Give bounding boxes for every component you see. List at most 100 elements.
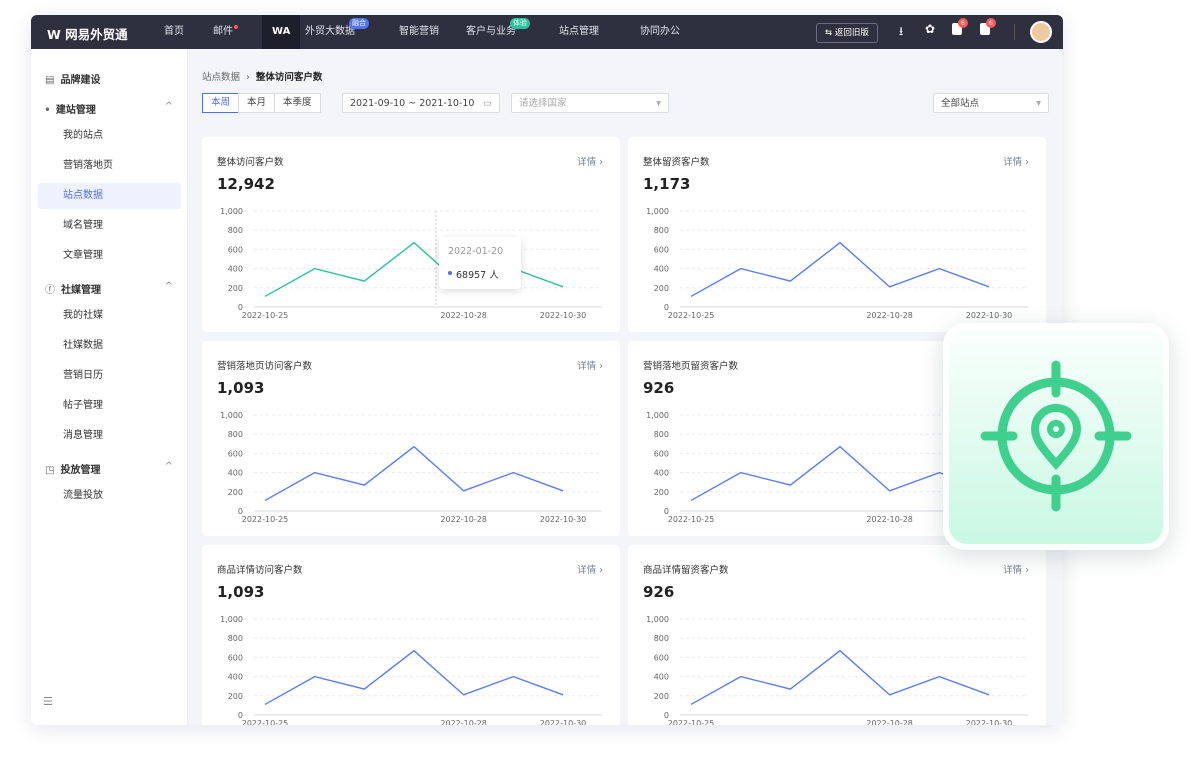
placeholder: 请选择国家: [519, 98, 567, 109]
group-icon: ◳: [45, 465, 55, 476]
y-tick-label: 800: [228, 226, 243, 235]
notice-icon[interactable]: 6: [952, 18, 968, 35]
tooltip-value: 68957 人: [456, 270, 499, 281]
y-tick-label: 0: [664, 711, 669, 720]
x-tick-label: 2022-10-30: [540, 719, 587, 725]
y-tick-label: 0: [238, 711, 243, 720]
card-value: 1,173: [643, 175, 691, 193]
metric-card: 商品详情访问客户数 1,093 详情 › 0 200 400 600 800 1,000 2022…: [202, 545, 620, 725]
notice-count: 6: [986, 18, 996, 28]
period-tabs: 本周 本月 本季度: [202, 93, 321, 113]
y-tick-label: 600: [654, 653, 669, 662]
group-label: 社媒管理: [61, 285, 101, 296]
country-select[interactable]: 请选择国家 ▾: [511, 93, 669, 113]
site-text: 全部站点: [941, 98, 980, 109]
group-label: 投放管理: [60, 465, 101, 476]
nav-label: 智能营销: [399, 26, 439, 37]
nav-label: 邮件: [213, 26, 233, 37]
back-label: 返回旧版: [834, 28, 869, 38]
y-tick-label: 200: [654, 692, 669, 701]
card-value: 1,093: [217, 583, 265, 601]
series-line: [690, 241, 990, 298]
crumb-current: 整体访问客户数: [255, 72, 323, 83]
nav-item[interactable]: 智能营销: [399, 15, 439, 49]
sidebar-item[interactable]: 社媒数据: [63, 340, 103, 351]
metric-card: 整体访问客户数 12,942 详情 › 0 200 400 600 800 1,000 2022-…: [202, 137, 620, 332]
group-icon: ▤: [45, 75, 55, 86]
avatar[interactable]: [1030, 21, 1052, 43]
site-select[interactable]: 全部站点 ▾: [933, 93, 1049, 113]
sidebar-group[interactable]: ◳ 投放管理 ^: [45, 461, 173, 476]
line-chart: 0 200 400 600 800 1,000 2022-10-25 2022-10-28 20…: [220, 207, 602, 320]
nav-item[interactable]: WA: [262, 15, 301, 49]
detail-link[interactable]: 详情 ›: [577, 157, 603, 168]
y-tick-label: 400: [654, 469, 669, 478]
nav-item[interactable]: 外贸大数据 融合: [305, 15, 369, 49]
y-tick-label: 0: [238, 507, 243, 516]
notice-icon[interactable]: 6: [980, 18, 996, 35]
y-tick-label: 0: [664, 303, 669, 312]
period-tab[interactable]: 本月: [238, 93, 276, 113]
nav-item[interactable]: 邮件: [213, 15, 238, 49]
y-tick-label: 1,000: [646, 615, 669, 624]
sidebar-item[interactable]: 文章管理: [63, 250, 103, 261]
sidebar-item[interactable]: 我的社媒: [63, 310, 103, 321]
period-tab[interactable]: 本季度: [274, 93, 321, 113]
sidebar-item[interactable]: 营销日历: [63, 370, 103, 381]
sidebar-item[interactable]: 站点数据: [38, 183, 181, 209]
nav-label: 协同办公: [640, 26, 680, 37]
y-tick-label: 600: [228, 653, 243, 662]
y-tick-label: 800: [654, 634, 669, 643]
x-tick-label: 2022-10-25: [668, 515, 715, 524]
sidebar-item[interactable]: 营销落地页: [63, 160, 113, 171]
breadcrumb: 站点数据 › 整体访问客户数: [202, 72, 323, 83]
detail-link[interactable]: 详情 ›: [577, 361, 603, 372]
download-icon[interactable]: ⭳: [899, 24, 904, 38]
sidebar-item[interactable]: 我的站点: [63, 130, 103, 141]
period-tab[interactable]: 本周: [202, 93, 240, 113]
nav-label: 外贸大数据: [305, 26, 355, 37]
detail-link[interactable]: 详情 ›: [577, 565, 603, 576]
y-tick-label: 1,000: [646, 411, 669, 420]
y-tick-label: 200: [228, 284, 243, 293]
group-icon: ⓕ: [45, 285, 55, 296]
nav-item[interactable]: 首页: [164, 15, 184, 49]
y-tick-label: 400: [228, 673, 243, 682]
floating-icon-card: [943, 323, 1169, 550]
sidebar-group[interactable]: ⓕ 社媒管理 ^: [45, 281, 173, 296]
detail-text: 详情: [1003, 157, 1023, 168]
metric-card: 营销落地页访问客户数 1,093 详情 › 0 200 400 600 800 1,000 202…: [202, 341, 620, 536]
detail-text: 详情: [577, 565, 597, 576]
nav-badge: 融合: [349, 18, 369, 29]
metric-card: 整体留资客户数 1,173 详情 › 0 200 400 600 800 1,000 2022-1…: [628, 137, 1046, 332]
sidebar-group[interactable]: ꔷ 建站管理 ^: [45, 101, 173, 116]
card-title: 营销落地页访问客户数: [217, 361, 313, 372]
y-tick-label: 600: [228, 449, 243, 458]
tooltip-date: 2022-01-20: [448, 246, 504, 257]
sidebar-item[interactable]: 消息管理: [63, 430, 103, 441]
x-tick-label: 2022-10-30: [540, 515, 587, 524]
sidebar-item[interactable]: 域名管理: [63, 220, 103, 231]
collapse-icon[interactable]: ☰: [43, 695, 53, 708]
settings-icon[interactable]: ✿: [925, 22, 936, 36]
nav-item[interactable]: 协同办公: [640, 15, 680, 49]
x-tick-label: 2022-10-30: [966, 311, 1013, 320]
date-range[interactable]: 2021-09-10 ~ 2021-10-10 ▭: [342, 93, 500, 113]
sidebar-item[interactable]: 流量投放: [63, 490, 103, 501]
back-button[interactable]: ⇆ 返回旧版: [816, 23, 878, 43]
x-tick-label: 2022-10-28: [866, 311, 913, 320]
y-tick-label: 400: [228, 265, 243, 274]
nav-label: 客户与业务: [466, 26, 516, 37]
group-label: 建站管理: [55, 105, 96, 116]
nav-item[interactable]: 站点管理: [559, 15, 599, 49]
detail-link[interactable]: 详情 ›: [1003, 157, 1029, 168]
detail-link[interactable]: 详情 ›: [1003, 565, 1029, 576]
sidebar-group[interactable]: ▤ 品牌建设: [45, 71, 173, 86]
sidebar-item[interactable]: 帖子管理: [63, 400, 103, 411]
nav-item[interactable]: 客户与业务 体验: [466, 15, 530, 49]
line-chart: 0 200 400 600 800 1,000 2022-10-25 2022-10-28 20…: [646, 615, 1028, 725]
series-line: [690, 445, 990, 502]
crumb[interactable]: 站点数据: [202, 72, 241, 83]
x-tick-label: 2022-10-25: [668, 719, 715, 725]
